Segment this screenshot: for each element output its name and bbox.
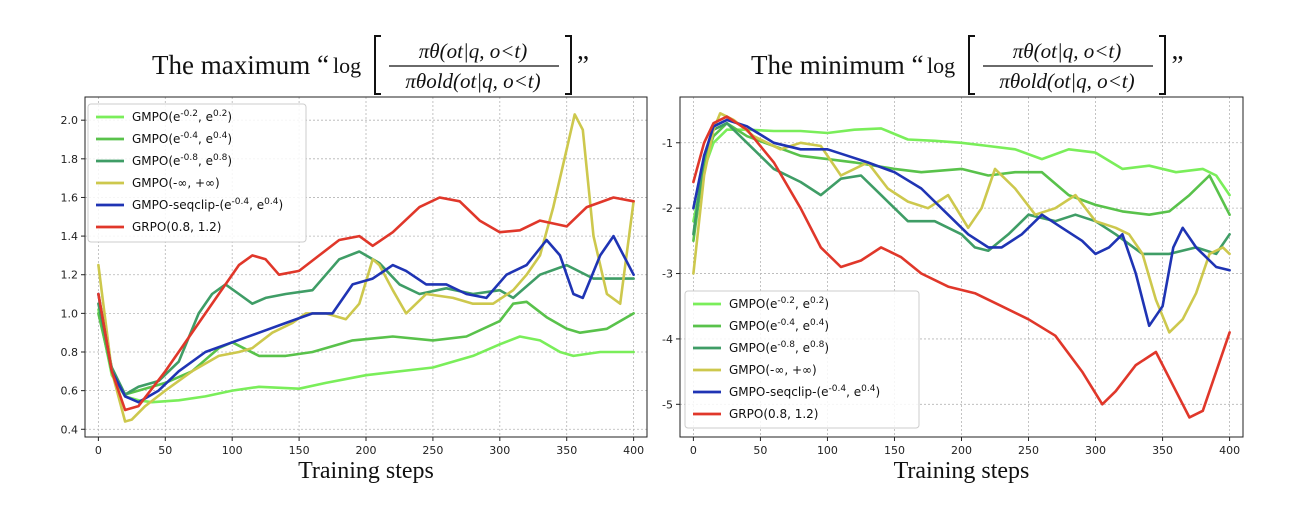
legend-label: GRPO(0.8, 1.2) — [132, 220, 221, 234]
right-title-suffix: ” — [1171, 49, 1184, 80]
x-tick-label: 100 — [222, 444, 243, 457]
right-panel-title: The minimum “ log πθ(ot|q, o<t) πθold(ot… — [751, 30, 1183, 100]
y-tick-label: 1.0 — [61, 307, 79, 320]
series-line-GMPO_0.4 — [692, 121, 1231, 243]
legend-label: GMPO-seqclip-(e-0.4​, e0.4​) — [729, 384, 880, 399]
legend-label: GMPO(e-0.4​, e0.4​) — [729, 318, 829, 333]
series-line-GMPO_0.8 — [97, 250, 635, 396]
legend-label: GRPO(0.8, 1.2) — [729, 407, 818, 421]
x-tick-label: 400 — [1219, 444, 1240, 457]
y-tick-label: 1.6 — [61, 191, 79, 204]
x-tick-label: 350 — [556, 444, 577, 457]
x-axis-label: Training steps — [894, 458, 1030, 484]
legend-label: GMPO(-∞, +∞) — [132, 176, 220, 190]
ratio-numerator: πθ(ot|q, o<t) — [1013, 39, 1121, 63]
x-tick-label: 300 — [489, 444, 510, 457]
series-line-GMPO_inf — [692, 112, 1231, 334]
x-tick-label: 50 — [158, 444, 172, 457]
left-title-prefix: The maximum “ — [152, 49, 329, 80]
x-axis-label: Training steps — [298, 458, 434, 484]
plot-frame — [679, 96, 1244, 438]
legend-label: GMPO(e-0.8​, e0.8​) — [132, 153, 232, 168]
series-group — [97, 113, 635, 423]
y-tick-label: 2.0 — [61, 114, 79, 127]
y-tick-label: -2 — [662, 202, 673, 215]
series-line-GMPO_0.8 — [692, 121, 1231, 256]
series-line-GRPO — [692, 115, 1231, 419]
plot-frame — [84, 96, 648, 438]
left-panel-title: The maximum “ log πθ(ot|q, o<t) πθold(ot… — [152, 30, 589, 100]
legend-box — [87, 103, 307, 243]
y-tick-label: 1.4 — [61, 230, 79, 243]
y-tick-label: 1.2 — [61, 269, 79, 282]
x-tick-label: 200 — [356, 444, 377, 457]
series-group — [692, 112, 1231, 419]
log-text: log — [333, 53, 361, 78]
y-tick-label: -3 — [662, 268, 673, 281]
right-title-prefix: The minimum “ — [751, 49, 924, 80]
series-line-GMPO_seqclip — [97, 234, 635, 404]
series-line-GMPO_inf — [97, 113, 635, 423]
legend-label: GMPO(e-0.2​, e0.2​) — [132, 109, 232, 124]
series-line-GMPO_seqclip — [692, 118, 1231, 328]
legend-label: GMPO(e-0.4​, e0.4​) — [132, 131, 232, 146]
x-tick-label: 400 — [623, 444, 644, 457]
ratio-numerator: πθ(ot|q, o<t) — [419, 39, 527, 63]
ratio-denominator: πθold(ot|q, o<t) — [405, 69, 540, 93]
legend-label: GMPO-seqclip-(e-0.4​, e0.4​) — [132, 197, 283, 212]
x-tick-label: 200 — [951, 444, 972, 457]
y-tick-label: -4 — [662, 333, 673, 346]
x-tick-label: 150 — [884, 444, 905, 457]
series-line-GRPO — [97, 196, 635, 412]
x-tick-label: 350 — [1152, 444, 1173, 457]
y-tick-label: 1.8 — [61, 153, 79, 166]
x-tick-label: 250 — [1018, 444, 1039, 457]
series-line-GMPO_0.4 — [97, 300, 635, 396]
legend-label: GMPO(-∞, +∞) — [729, 363, 817, 377]
legend-label: GMPO(e-0.2​, e0.2​) — [729, 296, 829, 311]
ratio-denominator: πθold(ot|q, o<t) — [1000, 69, 1135, 93]
right-title-formula: log πθ(ot|q, o<t) πθold(ot|q, o<t) — [927, 35, 1167, 95]
x-tick-label: 250 — [422, 444, 443, 457]
left-title-suffix: ” — [576, 49, 589, 80]
y-tick-label: 0.6 — [61, 385, 79, 398]
y-tick-label: 0.4 — [61, 423, 79, 436]
legend-box — [684, 290, 920, 429]
x-tick-label: 0 — [690, 444, 697, 457]
x-tick-label: 150 — [289, 444, 310, 457]
left-title-formula: log πθ(ot|q, o<t) πθold(ot|q, o<t) — [333, 35, 572, 95]
y-tick-label: 0.8 — [61, 346, 79, 359]
x-tick-label: 100 — [817, 444, 838, 457]
legend-label: GMPO(e-0.8​, e0.8​) — [729, 340, 829, 355]
y-tick-label: -5 — [662, 398, 673, 411]
y-tick-label: -1 — [662, 137, 673, 150]
x-tick-label: 50 — [753, 444, 767, 457]
x-tick-label: 0 — [95, 444, 102, 457]
x-tick-label: 300 — [1085, 444, 1106, 457]
log-text: log — [927, 53, 955, 78]
